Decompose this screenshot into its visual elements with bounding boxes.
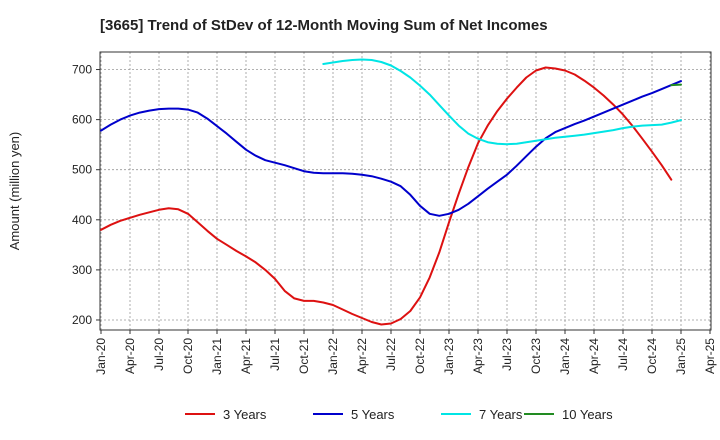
x-tick-label: Oct-20 <box>181 338 195 374</box>
legend-label-10-years: 10 Years <box>562 407 613 422</box>
series-line-7-years <box>322 58 682 146</box>
y-tick-label: 400 <box>72 213 92 227</box>
x-tick-label: Apr-23 <box>471 338 485 374</box>
grid-layer <box>100 52 711 330</box>
legend: 3 Years 5 Years 7 Years 10 Years <box>185 407 613 422</box>
series-line-3-years <box>100 66 673 326</box>
plot-frame <box>99 51 712 331</box>
x-tick-label: Jul-21 <box>268 338 282 371</box>
x-tick-label: Apr-21 <box>239 338 253 374</box>
legend-label-3-years: 3 Years <box>223 407 267 422</box>
x-tick-label: Oct-21 <box>297 338 311 374</box>
x-tick-label: Jan-20 <box>94 338 108 375</box>
y-tick-label: 500 <box>72 163 92 177</box>
legend-label-7-years: 7 Years <box>479 407 523 422</box>
series-line-5-years <box>100 80 682 217</box>
y-tick-label: 700 <box>72 63 92 77</box>
x-tick-label: Oct-23 <box>529 338 543 374</box>
x-tick-label: Oct-24 <box>645 338 659 374</box>
x-tick-label: Jan-22 <box>326 338 340 375</box>
y-tick-label: 600 <box>72 113 92 127</box>
x-tick-label: Jul-20 <box>152 338 166 371</box>
x-tick-label: Jul-22 <box>384 338 398 371</box>
y-tick-label: 300 <box>72 263 92 277</box>
y-tick-layer: 200 300 400 500 600 700 <box>72 63 100 327</box>
x-tick-label: Apr-22 <box>355 338 369 374</box>
series-layer <box>100 58 682 326</box>
y-tick-label: 200 <box>72 313 92 327</box>
chart-title: [3665] Trend of StDev of 12-Month Moving… <box>100 17 548 34</box>
x-tick-layer: Jan-20 Apr-20 Jul-20 Oct-20 Jan-21 Apr-21 Jul-… <box>94 330 717 375</box>
x-tick-label: Apr-20 <box>123 338 137 374</box>
series-line-10-years <box>670 83 682 87</box>
x-tick-label: Apr-24 <box>587 338 601 374</box>
x-tick-label: Jul-24 <box>616 338 630 371</box>
x-tick-label: Jan-25 <box>674 338 688 375</box>
legend-label-5-years: 5 Years <box>351 407 395 422</box>
x-tick-label: Apr-25 <box>703 338 717 374</box>
x-tick-label: Jan-24 <box>558 338 572 375</box>
y-axis-label: Amount (million yen) <box>7 132 22 251</box>
x-tick-label: Jan-23 <box>442 338 456 375</box>
x-tick-label: Jan-21 <box>210 338 224 375</box>
x-tick-label: Oct-22 <box>413 338 427 374</box>
x-tick-label: Jul-23 <box>500 338 514 371</box>
